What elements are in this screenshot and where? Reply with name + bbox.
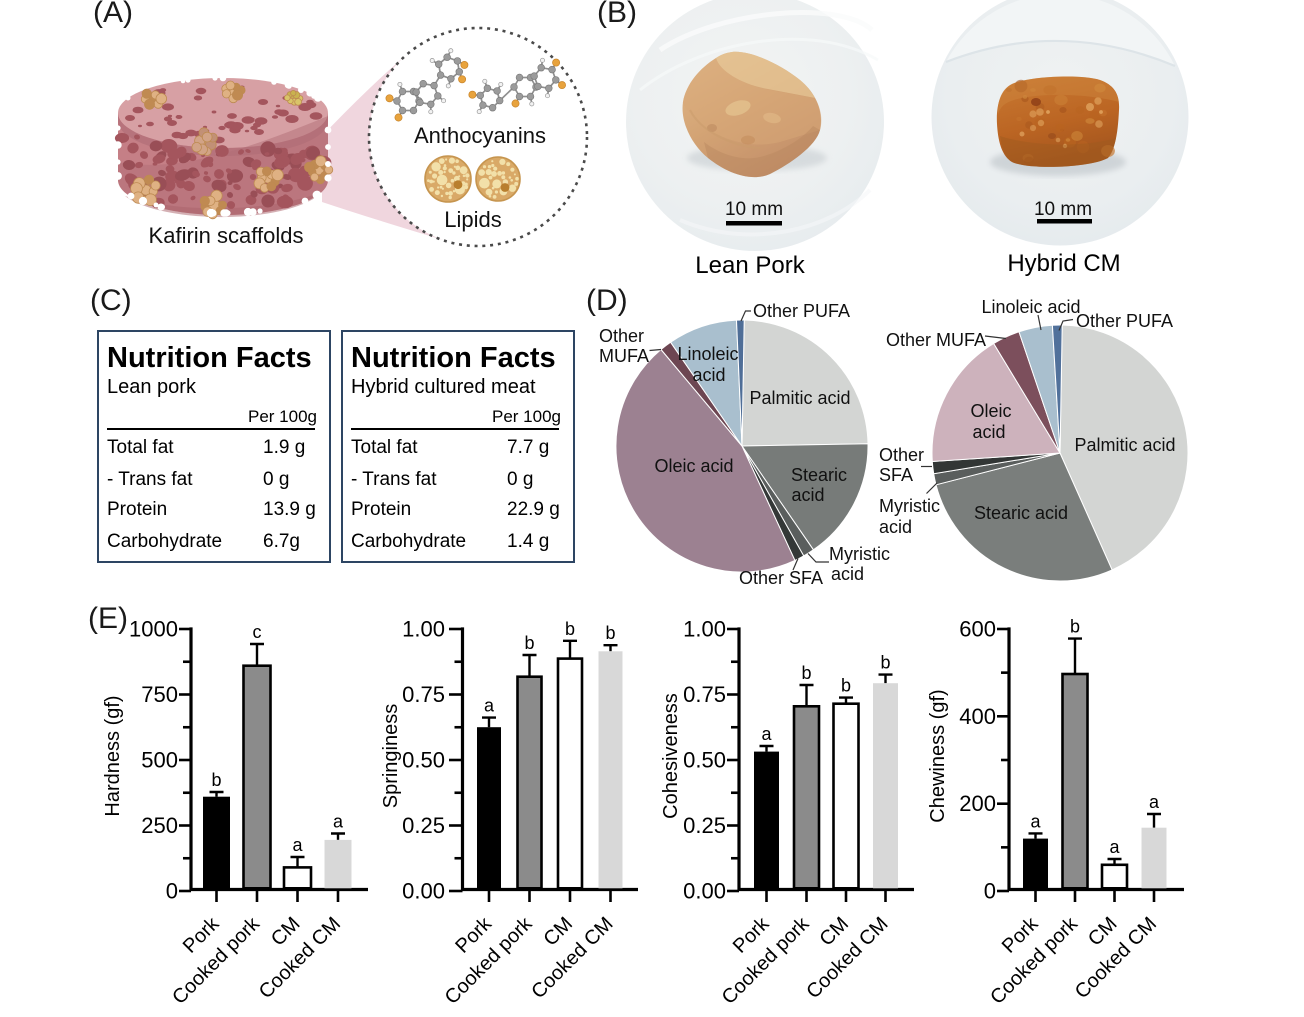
svg-text:Oleic: Oleic — [970, 401, 1011, 421]
svg-text:Other PUFA: Other PUFA — [1076, 311, 1173, 331]
svg-text:500: 500 — [141, 748, 178, 773]
svg-text:Lipids: Lipids — [444, 207, 501, 232]
svg-text:0.75: 0.75 — [402, 682, 445, 707]
svg-text:Linoleic: Linoleic — [677, 344, 738, 364]
svg-text:1000: 1000 — [129, 617, 178, 642]
svg-text:Chewiness (gf): Chewiness (gf) — [927, 689, 949, 822]
svg-text:acid: acid — [972, 422, 1005, 442]
svg-text:b: b — [880, 653, 890, 673]
svg-text:0.00: 0.00 — [402, 879, 445, 904]
svg-text:250: 250 — [141, 813, 178, 838]
svg-text:Other: Other — [879, 445, 924, 465]
svg-text:Other SFA: Other SFA — [739, 568, 823, 588]
svg-text:Stearic acid: Stearic acid — [974, 503, 1068, 523]
svg-text:Oleic acid: Oleic acid — [654, 456, 733, 476]
svg-text:acid: acid — [791, 485, 824, 505]
svg-text:b: b — [524, 633, 534, 653]
svg-text:0.25: 0.25 — [402, 813, 445, 838]
svg-text:Other MUFA: Other MUFA — [886, 330, 986, 350]
svg-text:Other PUFA: Other PUFA — [753, 301, 850, 321]
svg-text:400: 400 — [959, 704, 996, 729]
svg-text:750: 750 — [141, 682, 178, 707]
svg-text:Palmitic acid: Palmitic acid — [1074, 435, 1175, 455]
svg-text:c: c — [253, 622, 262, 642]
svg-text:b: b — [841, 676, 851, 696]
svg-text:a: a — [484, 696, 495, 716]
svg-text:a: a — [292, 835, 303, 855]
svg-text:b: b — [605, 623, 615, 643]
svg-text:acid: acid — [831, 564, 864, 584]
svg-text:a: a — [1030, 811, 1041, 831]
svg-text:Springiness: Springiness — [380, 704, 402, 809]
svg-text:0: 0 — [984, 879, 996, 904]
svg-text:0: 0 — [166, 879, 178, 904]
svg-text:b: b — [801, 663, 811, 683]
svg-text:a: a — [1109, 837, 1120, 857]
svg-text:SFA: SFA — [879, 465, 913, 485]
svg-text:Other: Other — [599, 326, 644, 346]
svg-text:0.00: 0.00 — [683, 879, 726, 904]
svg-text:a: a — [1149, 792, 1160, 812]
svg-text:a: a — [333, 812, 344, 832]
svg-text:10 mm: 10 mm — [1034, 199, 1092, 220]
svg-text:b: b — [565, 619, 575, 639]
svg-text:b: b — [211, 770, 221, 790]
svg-text:b: b — [1070, 617, 1080, 637]
svg-text:MUFA: MUFA — [599, 346, 649, 366]
svg-text:200: 200 — [959, 791, 996, 816]
svg-text:Cohesiveness: Cohesiveness — [660, 693, 682, 819]
svg-text:Kafirin scaffolds: Kafirin scaffolds — [149, 223, 304, 248]
svg-text:Stearic: Stearic — [791, 465, 847, 485]
svg-text:Palmitic acid: Palmitic acid — [749, 388, 850, 408]
svg-text:0.75: 0.75 — [683, 682, 726, 707]
svg-text:0.50: 0.50 — [402, 748, 445, 773]
svg-text:0.25: 0.25 — [683, 813, 726, 838]
svg-text:acid: acid — [879, 517, 912, 537]
svg-text:a: a — [761, 724, 772, 744]
svg-text:Hardness (gf): Hardness (gf) — [102, 695, 124, 816]
svg-text:1.00: 1.00 — [402, 617, 445, 642]
svg-text:0.50: 0.50 — [683, 748, 726, 773]
svg-text:Myristic: Myristic — [829, 544, 890, 564]
svg-text:10 mm: 10 mm — [725, 199, 783, 220]
svg-text:Myristic: Myristic — [879, 496, 940, 516]
svg-text:Anthocyanins: Anthocyanins — [414, 123, 546, 148]
svg-text:acid: acid — [692, 365, 725, 385]
svg-text:Linoleic acid: Linoleic acid — [981, 297, 1080, 317]
svg-text:600: 600 — [959, 617, 996, 642]
svg-text:1.00: 1.00 — [683, 617, 726, 642]
